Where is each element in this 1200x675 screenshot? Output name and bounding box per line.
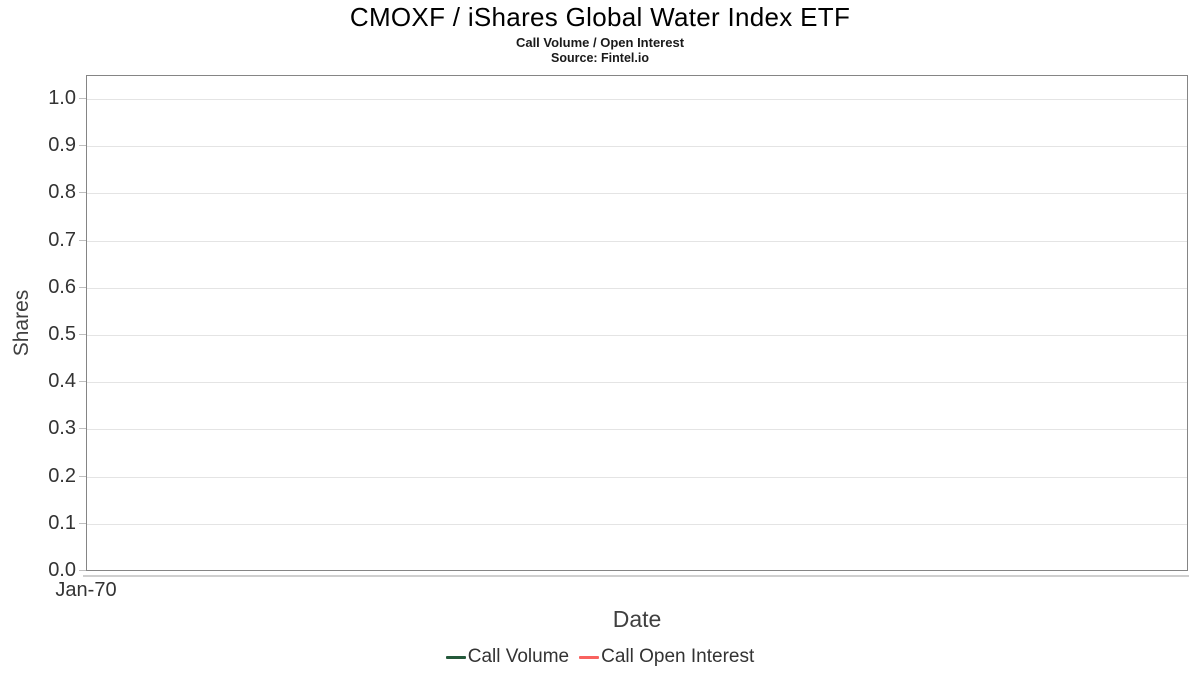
y-tick-mark (79, 570, 86, 571)
y-tick-mark (79, 192, 86, 194)
legend-line-swatch (579, 655, 600, 659)
y-gridline (87, 429, 1187, 431)
y-gridline (87, 476, 1187, 478)
y-tick-mark (79, 145, 86, 147)
y-gridline (87, 523, 1187, 525)
y-gridline (87, 193, 1187, 195)
y-gridline (87, 99, 1187, 100)
y-tick-label: 1.0 (48, 87, 76, 109)
y-gridline (87, 240, 1187, 242)
y-gridline (87, 287, 1187, 289)
y-tick-label: 0.9 (48, 134, 76, 157)
y-tick-mark (79, 239, 86, 241)
y-tick-mark (79, 381, 86, 383)
legend-line-swatch (445, 655, 466, 659)
y-tick-label: 0.7 (48, 228, 76, 251)
y-tick-label: 0.1 (48, 511, 76, 534)
y-tick-label: 0.3 (48, 417, 76, 440)
y-gridline (87, 335, 1187, 336)
legend-label: Call Volume (467, 646, 570, 667)
legend-label: Call Open Interest (601, 646, 755, 667)
chart-subtitle: Call Volume / Open Interest (515, 35, 685, 50)
chart-source: Source: Fintel.io (551, 51, 649, 65)
chart-title: CMOXF / iShares Global Water Index ETF (349, 2, 851, 32)
y-tick-mark (79, 286, 86, 288)
y-tick-mark (79, 522, 86, 524)
y-tick-label: 0.6 (48, 275, 76, 298)
x-axis-line (83, 575, 1189, 577)
y-gridline (87, 382, 1187, 384)
y-gridline (87, 146, 1187, 148)
y-tick-mark (79, 428, 86, 430)
y-tick-label: 0.2 (48, 464, 76, 487)
legend: Call Volume Call Open Interest (0, 646, 1200, 668)
y-tick-label: 0.5 (48, 323, 76, 345)
legend-item-call-open-interest[interactable]: Call Open Interest (579, 646, 754, 668)
y-tick-mark (79, 334, 86, 335)
y-tick-label: 0.8 (48, 181, 76, 204)
legend-item-call-volume[interactable]: Call Volume (445, 646, 570, 668)
y-tick-label: 0.0 (48, 559, 76, 581)
plot-area (86, 75, 1188, 571)
y-tick-label: 0.4 (48, 370, 76, 393)
y-tick-mark (79, 475, 86, 477)
y-axis-title: Shares (10, 289, 33, 357)
y-tick-mark (79, 98, 86, 99)
x-axis-title: Date (612, 606, 662, 632)
x-tick-label: Jan-70 (55, 579, 117, 601)
